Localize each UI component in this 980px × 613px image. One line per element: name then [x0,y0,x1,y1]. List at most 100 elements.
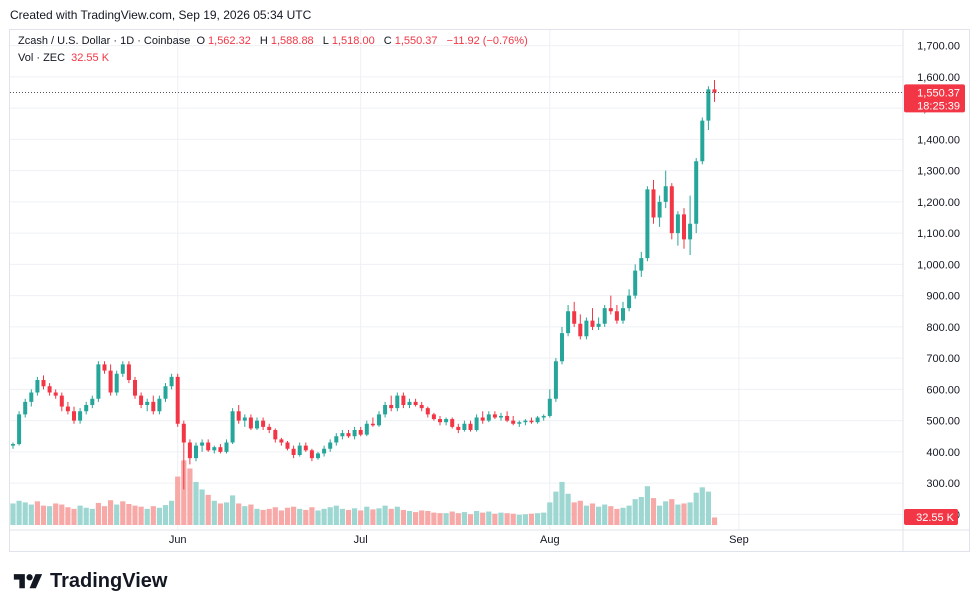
candle-body[interactable] [151,401,156,412]
candle-body[interactable] [248,417,253,429]
candle-body[interactable] [53,392,58,396]
candle-body[interactable] [523,420,528,423]
candle-body[interactable] [675,214,680,234]
candle-body[interactable] [706,89,711,121]
candle-body[interactable] [529,420,534,423]
candle-body[interactable] [633,270,638,296]
candle-body[interactable] [395,395,400,409]
candle-body[interactable] [78,411,83,421]
candle-body[interactable] [492,414,497,418]
candle-body[interactable] [377,414,381,426]
candle-body[interactable] [41,380,46,387]
candle-body[interactable] [181,423,186,443]
candle-body[interactable] [11,444,15,446]
candle-body[interactable] [694,161,699,224]
candle-body[interactable] [627,295,632,309]
candle-body[interactable] [584,320,589,337]
candle-body[interactable] [291,448,296,455]
candle-body[interactable] [352,430,357,437]
candle-body[interactable] [456,426,461,430]
candle-body[interactable] [431,414,436,420]
candle-body[interactable] [413,401,418,405]
candle-body[interactable] [438,419,442,423]
candle-body[interactable] [407,401,412,405]
candle-body[interactable] [279,439,284,443]
candle-body[interactable] [102,364,107,371]
candle-body[interactable] [450,419,455,427]
tradingview-logo[interactable]: TradingView [12,570,167,593]
candle-body[interactable] [401,395,406,405]
candle-body[interactable] [639,258,644,271]
candle-body[interactable] [517,422,522,424]
candle-body[interactable] [486,414,491,421]
candle-body[interactable] [590,320,595,327]
candle-body[interactable] [169,376,174,387]
candle-body[interactable] [65,406,70,412]
candle-body[interactable] [700,120,705,162]
candle-body[interactable] [273,430,278,440]
candle-body[interactable] [669,186,674,234]
candle-body[interactable] [157,398,162,412]
candle-body[interactable] [682,214,686,240]
candle-body[interactable] [242,417,247,421]
candle-body[interactable] [316,453,320,459]
candle-body[interactable] [218,447,223,452]
candle-body[interactable] [614,311,619,321]
candle-body[interactable] [133,380,137,396]
candle-body[interactable] [541,415,546,418]
candle-body[interactable] [340,433,345,437]
candle-body[interactable] [96,364,101,399]
candle-body[interactable] [297,445,302,455]
candle-body[interactable] [200,442,205,446]
candle-body[interactable] [602,308,607,324]
legend-symbol[interactable]: Zcash / U.S. Dollar · 1D · Coinbase [18,35,191,47]
candle-body[interactable] [553,361,558,399]
candle-body[interactable] [480,417,485,421]
candle-body[interactable] [346,433,351,437]
candle-body[interactable] [29,392,34,402]
candle-body[interactable] [560,333,564,362]
chart-frame[interactable] [9,29,970,552]
candle-body[interactable] [462,423,467,430]
candle-body[interactable] [194,445,198,459]
candle-body[interactable] [535,417,540,423]
candle-body[interactable] [511,420,516,424]
candle-body[interactable] [145,401,150,405]
candle-body[interactable] [322,448,327,454]
candle-body[interactable] [175,376,180,424]
candle-body[interactable] [621,308,625,321]
candle-body[interactable] [309,450,314,459]
candle-body[interactable] [303,445,308,451]
candle-body[interactable] [108,370,113,393]
candle-body[interactable] [163,386,168,399]
candle-body[interactable] [474,417,479,431]
candle-body[interactable] [206,442,211,451]
candle-body[interactable] [370,423,375,426]
candle-body[interactable] [17,414,22,445]
candle-body[interactable] [505,415,510,421]
candle-body[interactable] [596,323,601,327]
candle-body[interactable] [114,373,119,393]
candle-body[interactable] [35,380,40,393]
candle-body[interactable] [126,364,131,380]
candle-body[interactable] [364,423,369,435]
candle-body[interactable] [712,89,717,93]
candle-body[interactable] [358,430,363,435]
candle-body[interactable] [224,442,229,452]
candle-body[interactable] [230,411,235,443]
candle-body[interactable] [444,419,449,423]
candle-body[interactable] [663,186,668,202]
candle-body[interactable] [547,398,552,416]
candle-body[interactable] [120,364,125,374]
candle-body[interactable] [47,386,52,393]
candle-body[interactable] [468,423,473,430]
candle-body[interactable] [187,442,192,459]
candle-body[interactable] [59,395,64,407]
candle-body[interactable] [608,308,613,312]
candle-body[interactable] [328,442,333,449]
candle-body[interactable] [389,405,394,409]
volume-tag[interactable] [904,509,958,525]
candle-body[interactable] [651,189,656,218]
candle-body[interactable] [255,420,259,429]
